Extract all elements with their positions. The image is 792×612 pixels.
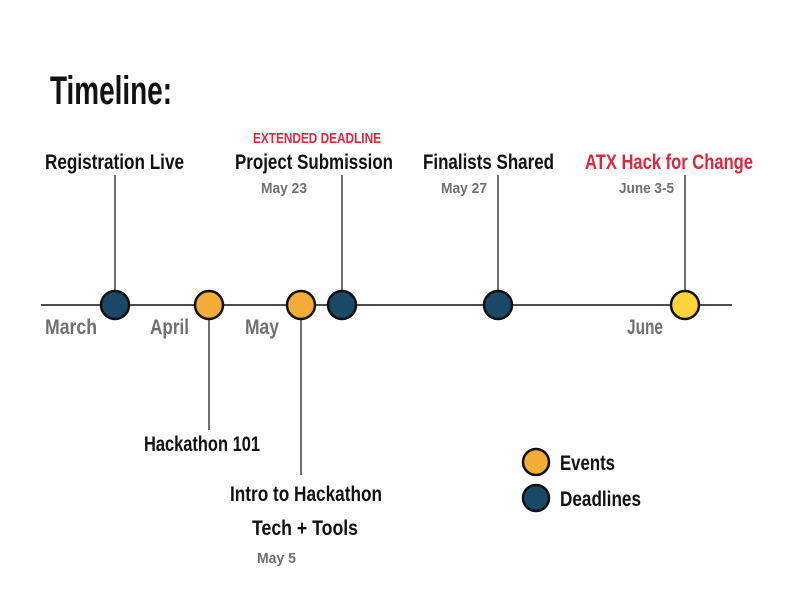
intro-label-line2: Tech + Tools xyxy=(252,517,358,540)
registration-label: Registration Live xyxy=(45,151,184,174)
registration-deadline-dot xyxy=(99,289,131,321)
page-title: Timeline: xyxy=(50,69,172,113)
month-label-may: May xyxy=(245,316,279,339)
legend-events-swatch xyxy=(521,447,551,477)
extended-deadline-note: EXTENDED DEADLINE xyxy=(253,130,381,147)
submission-deadline-dot xyxy=(326,289,358,321)
atx-date: June 3-5 xyxy=(619,180,674,197)
month-label-june: June xyxy=(627,316,663,339)
finalists-deadline-dot xyxy=(482,289,514,321)
submission-label: Project Submission xyxy=(235,151,393,174)
finalists-date: May 27 xyxy=(441,180,487,197)
hackathon101-event-dot xyxy=(193,289,225,321)
finalists-label: Finalists Shared xyxy=(423,151,554,174)
legend-deadlines-swatch xyxy=(521,483,551,513)
submission-date: May 23 xyxy=(261,180,307,197)
month-label-march: March xyxy=(45,316,97,339)
legend-events-label: Events xyxy=(560,452,615,475)
hackathon101-label: Hackathon 101 xyxy=(144,433,260,456)
atx-label: ATX Hack for Change xyxy=(585,151,753,174)
legend-deadlines-label: Deadlines xyxy=(560,488,641,511)
intro-event-dot xyxy=(285,289,317,321)
intro-label-line1: Intro to Hackathon xyxy=(230,483,382,506)
atx-event-dot xyxy=(669,289,701,321)
intro-date: May 5 xyxy=(257,550,296,567)
month-label-april: April xyxy=(150,316,189,339)
